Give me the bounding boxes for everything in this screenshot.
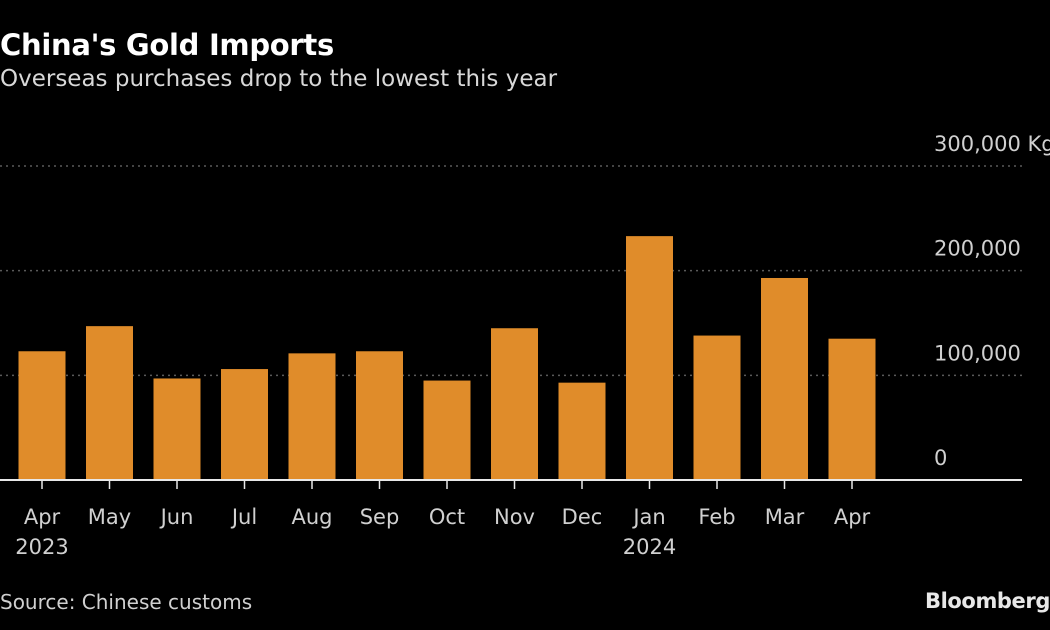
x-tick-label: Jan [631, 505, 665, 529]
y-tick-label: 0 [934, 446, 947, 470]
source-note: Source: Chinese customs [0, 590, 253, 614]
x-tick-label: Nov [494, 505, 535, 529]
bar [693, 335, 741, 480]
bar [18, 351, 66, 480]
bar [288, 353, 336, 480]
x-tick-label: Jun [159, 505, 194, 529]
bar [221, 369, 268, 480]
x-tick-label: Jul [230, 505, 257, 529]
bar [356, 351, 403, 480]
x-tick-label: Dec [562, 505, 603, 529]
bar [558, 382, 606, 480]
y-tick-label: 300,000 Kg [934, 132, 1050, 156]
bar [828, 338, 876, 480]
x-tick-label: Aug [291, 505, 332, 529]
bar [626, 236, 673, 480]
x-tick-label: Mar [765, 505, 805, 529]
bloomberg-logo: Bloomberg [924, 589, 1050, 613]
x-tick-label: Apr [24, 505, 61, 529]
bar [761, 277, 808, 480]
x-tick-label: Apr [834, 505, 871, 529]
bar [86, 326, 133, 480]
chart-title: China's Gold Imports [0, 28, 334, 62]
bar [153, 378, 201, 480]
y-tick-label: 200,000 [934, 237, 1021, 261]
chart-subtitle: Overseas purchases drop to the lowest th… [0, 66, 558, 92]
y-tick-label: 100,000 [934, 341, 1021, 365]
x-tick-label: Feb [698, 505, 735, 529]
bar [491, 328, 538, 480]
x-year-label: 2024 [623, 535, 676, 559]
x-tick-label: May [88, 505, 131, 529]
x-tick-label: Oct [429, 505, 465, 529]
bar [423, 380, 471, 480]
x-tick-label: Sep [360, 505, 400, 529]
x-year-label: 2023 [15, 535, 68, 559]
